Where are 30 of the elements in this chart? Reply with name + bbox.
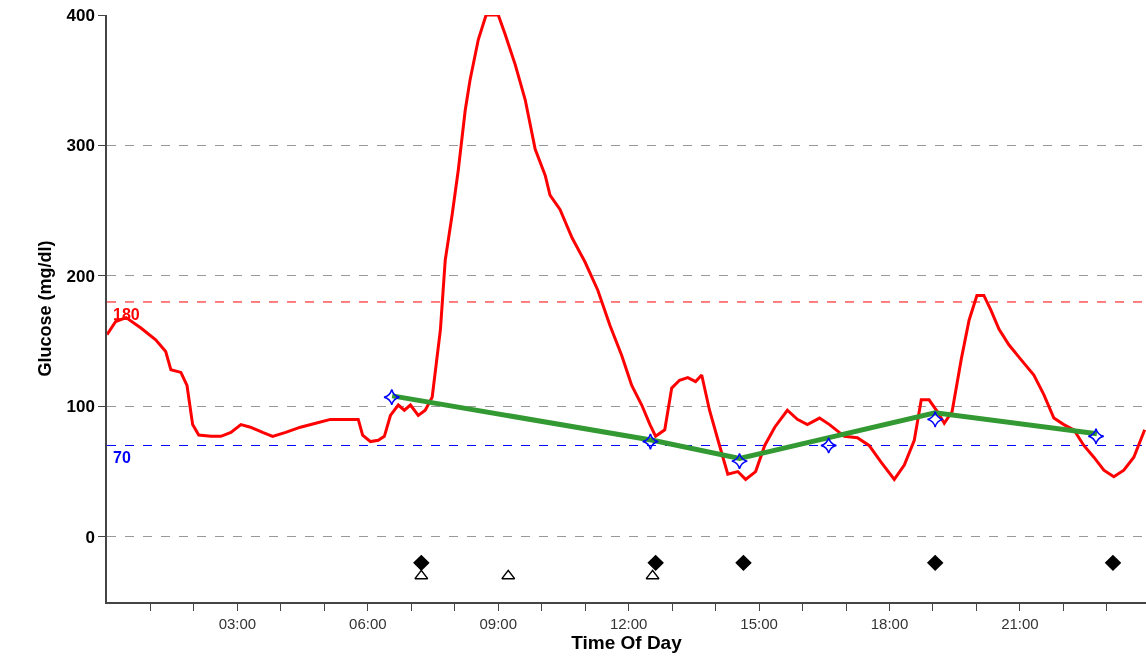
x-tick-label: 06:00 [349,614,387,632]
point [1105,554,1121,571]
point [735,554,752,571]
x-tick-label: 15:00 [740,614,778,632]
point [383,388,401,406]
point [731,452,748,470]
y-tick-label: 100 [66,397,95,417]
y-axis-title: Glucose (mg/dl) [35,240,56,377]
y-tick-label: 200 [66,266,95,286]
y-tick-label: 400 [66,5,95,25]
x-tick-label: 12:00 [609,614,648,632]
point [927,554,944,571]
point [501,569,516,580]
point [641,433,659,450]
x-tick-label: 18:00 [870,614,909,632]
point [820,437,838,454]
line-series [107,15,1146,481]
point [926,410,944,428]
x-tick-label: 09:00 [479,614,518,632]
point [647,554,664,571]
x-tick-label: 03:00 [218,614,257,632]
point [1087,427,1105,445]
point [414,569,429,580]
y-tick-label: 0 [85,527,95,547]
point [413,554,430,571]
x-axis-title: Time Of Day [571,631,683,653]
point [645,569,660,580]
x-tick-label: 21:00 [1001,614,1039,632]
y-tick-label: 300 [66,136,95,156]
ref-line-label: 70 [113,449,131,466]
